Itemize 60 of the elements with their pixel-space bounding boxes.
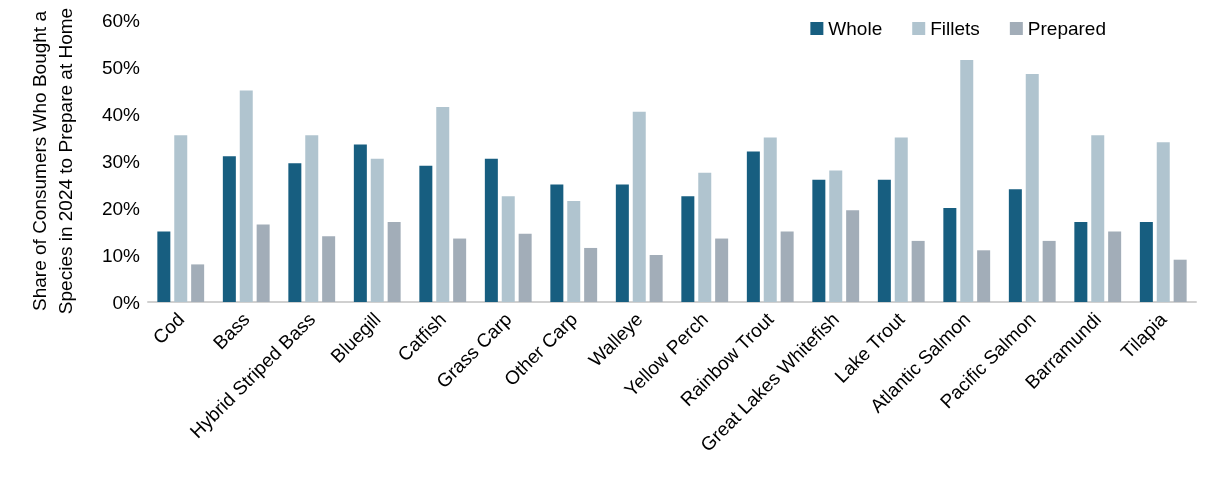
bar bbox=[1042, 240, 1056, 302]
bar bbox=[484, 158, 498, 302]
bar bbox=[501, 196, 515, 302]
bar bbox=[436, 106, 450, 302]
legend-label: Whole bbox=[828, 18, 883, 39]
bar bbox=[1139, 222, 1153, 302]
bar bbox=[698, 172, 712, 302]
bar bbox=[1008, 189, 1022, 302]
bar bbox=[763, 137, 777, 302]
bar bbox=[1074, 222, 1088, 302]
y-tick-label: 40% bbox=[101, 103, 141, 125]
legend-label: Prepared bbox=[1027, 18, 1107, 39]
bar bbox=[305, 135, 319, 302]
bar bbox=[812, 179, 826, 302]
bar bbox=[256, 224, 270, 302]
bar bbox=[632, 111, 646, 302]
bar bbox=[977, 250, 991, 302]
y-tick-label: 50% bbox=[101, 56, 141, 78]
bar bbox=[846, 210, 860, 302]
bar bbox=[746, 151, 760, 302]
bar bbox=[1156, 142, 1170, 302]
bar bbox=[681, 196, 695, 302]
bar bbox=[649, 255, 663, 302]
bar bbox=[584, 247, 598, 302]
bar bbox=[894, 137, 908, 302]
legend-label: Fillets bbox=[930, 18, 980, 39]
bar bbox=[1108, 231, 1122, 302]
bar bbox=[567, 200, 581, 302]
bar bbox=[322, 236, 336, 302]
bar bbox=[191, 264, 205, 302]
bar bbox=[829, 170, 843, 302]
bar bbox=[960, 59, 974, 302]
bar bbox=[911, 240, 925, 302]
y-tick-label: 10% bbox=[101, 244, 141, 266]
bar bbox=[370, 158, 384, 302]
bar bbox=[550, 184, 564, 302]
y-tick-label: 60% bbox=[101, 9, 141, 31]
y-tick-label: 0% bbox=[112, 291, 141, 313]
bar bbox=[715, 238, 729, 302]
y-tick-label: 20% bbox=[101, 197, 141, 219]
bar bbox=[174, 135, 188, 302]
bar bbox=[288, 163, 302, 302]
bar bbox=[1025, 74, 1039, 302]
bar bbox=[239, 90, 253, 302]
bar bbox=[518, 233, 532, 302]
y-tick-label: 30% bbox=[101, 150, 141, 172]
x-tick-label: Cod bbox=[148, 308, 189, 349]
bar bbox=[419, 165, 433, 302]
bar bbox=[222, 156, 236, 302]
y-axis-title: Share of Consumers Who Bought a Species in 2024 to Prepare at Home bbox=[28, 7, 76, 315]
bar bbox=[453, 238, 467, 302]
bar bbox=[1091, 135, 1105, 302]
bar bbox=[1173, 259, 1187, 302]
bar bbox=[157, 231, 171, 302]
bar bbox=[877, 179, 891, 302]
bar bbox=[943, 208, 957, 302]
bar bbox=[615, 184, 629, 302]
bar bbox=[780, 231, 794, 302]
bar bbox=[387, 222, 401, 302]
bar bbox=[353, 144, 367, 302]
